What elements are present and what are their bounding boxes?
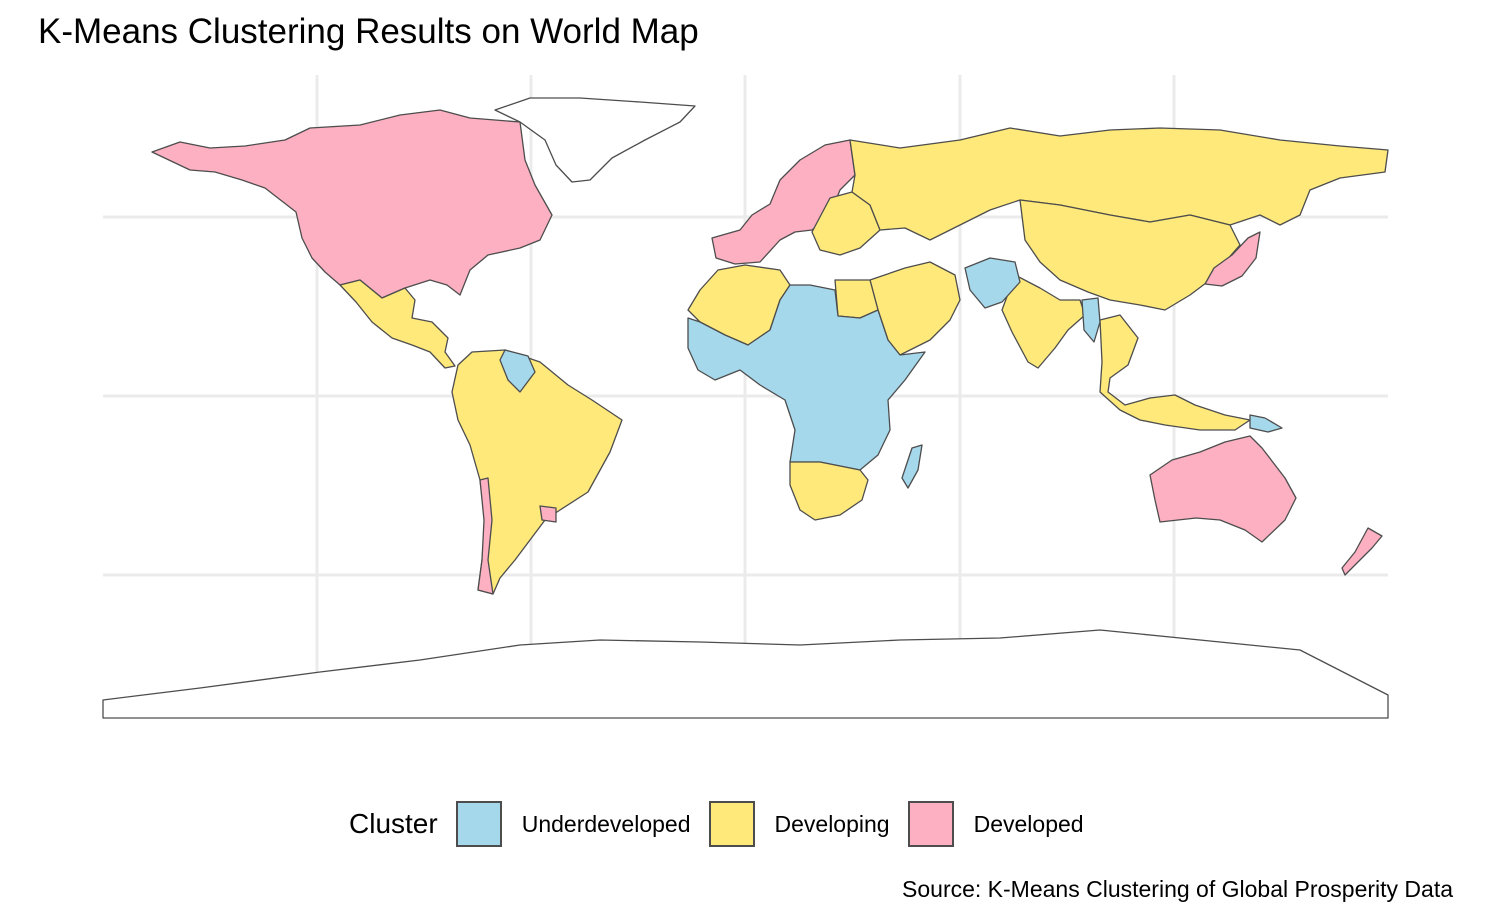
region-australia — [1149, 435, 1297, 543]
region-south-america — [451, 349, 623, 595]
region-myanmar — [1081, 297, 1101, 343]
countries — [102, 97, 1389, 719]
legend-label-developed: Developed — [973, 810, 1084, 837]
region-southeast-asia — [1099, 314, 1251, 431]
region-central-america — [339, 279, 456, 369]
legend-item-underdeveloped: Underdeveloped — [455, 801, 691, 847]
region-north-america — [151, 109, 553, 299]
region-uruguay — [539, 505, 557, 523]
legend: Cluster Underdeveloped Developing Develo… — [349, 798, 1102, 850]
region-antarctica — [102, 629, 1389, 719]
region-madagascar — [901, 444, 923, 489]
source-caption: Source: K-Means Clustering of Global Pro… — [902, 876, 1453, 902]
region-western-europe — [711, 139, 856, 265]
region-greenland — [494, 97, 696, 183]
legend-label-developing: Developing — [774, 810, 890, 837]
legend-key-underdeveloped — [455, 801, 502, 847]
region-russia-central-asia — [849, 127, 1389, 241]
chart-title: K-Means Clustering Results on World Map — [38, 12, 699, 51]
region-china — [1019, 199, 1241, 311]
region-new-zealand — [1341, 527, 1383, 576]
legend-key-developed — [907, 801, 954, 847]
region-venezuela — [499, 349, 536, 393]
region-afghanistan-pakistan — [964, 257, 1021, 309]
region-papua-new-guinea — [1249, 414, 1283, 433]
region-sub-saharan-africa — [687, 284, 926, 471]
region-chile — [477, 477, 494, 595]
region-japan-korea — [1204, 231, 1261, 287]
legend-item-developing: Developing — [708, 801, 890, 847]
legend-item-developed: Developed — [907, 801, 1084, 847]
region-southern-africa — [789, 461, 869, 521]
legend-key-developing — [708, 801, 755, 847]
legend-label-underdeveloped: Underdeveloped — [521, 810, 691, 837]
legend-title: Cluster — [349, 808, 438, 839]
region-india — [1001, 274, 1086, 369]
